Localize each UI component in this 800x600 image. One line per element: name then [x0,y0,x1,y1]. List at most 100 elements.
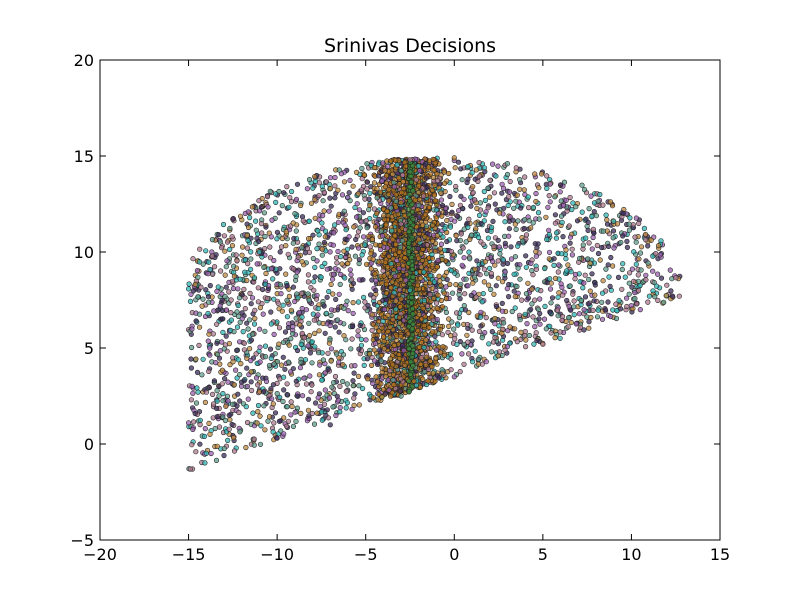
scatter-point [205,338,211,344]
scatter-point [461,303,467,309]
scatter-point [219,297,225,304]
scatter-point [533,198,539,205]
scatter-point [362,299,368,305]
scatter-point [460,245,466,251]
scatter-point [277,394,283,401]
scatter-point [336,167,342,173]
scatter-point [567,194,573,201]
scatter-point [407,169,413,175]
scatter-point [358,342,365,348]
scatter-point [410,274,416,280]
scatter-point [393,298,399,304]
scatter-point [435,257,441,264]
scatter-point [425,378,431,384]
scatter-point [470,184,476,190]
scatter-point [241,347,247,353]
scatter-point [569,246,575,252]
scatter-point [507,178,513,185]
scatter-point [236,313,242,320]
scatter-point [458,231,464,237]
scatter-point [316,217,322,223]
scatter-point [193,356,199,362]
scatter-point [502,275,508,281]
scatter-point [391,342,397,349]
scatter-point [334,351,340,357]
scatter-point [262,246,268,252]
scatter-point [489,349,495,355]
scatter-point [591,200,598,206]
scatter-point [370,256,376,262]
scatter-point [431,192,438,198]
scatter-point [336,355,342,361]
scatter-point [206,299,212,305]
scatter-point [239,292,245,298]
scatter-point [349,244,355,250]
scatter-point [547,199,553,205]
scatter-point [541,316,548,322]
scatter-point [299,290,305,296]
scatter-point [396,314,403,321]
scatter-point [257,305,264,311]
scatter-point [298,341,304,348]
scatter-point [299,305,305,312]
scatter-point [610,228,617,234]
scatter-point [335,219,342,225]
scatter-point [385,377,391,383]
scatter-point [270,382,277,388]
scatter-point [566,315,572,321]
scatter-point [350,383,356,389]
scatter-point [235,391,241,397]
scatter-point [511,271,517,277]
scatter-point [365,376,371,382]
scatter-point [321,208,327,214]
scatter-point [400,343,406,349]
scatter-point [429,251,435,258]
scatter-point [319,252,325,258]
scatter-point [310,255,317,262]
scatter-point [551,262,557,269]
scatter-point [387,324,393,330]
scatter-point [356,373,362,380]
scatter-point [538,288,544,294]
scatter-point [332,324,338,330]
scatter-point [400,179,406,185]
scatter-point [243,404,249,410]
scatter-point [398,200,404,206]
scatter-point [310,232,316,238]
scatter-point [397,287,403,293]
scatter-point [369,236,376,243]
scatter-point [271,361,277,367]
scatter-point [491,243,497,250]
scatter-point [365,302,371,309]
scatter-point [620,233,626,239]
scatter-point [542,303,548,310]
scatter-point [249,331,256,337]
scatter-point [312,264,318,271]
scatter-point [438,349,444,355]
scatter-point [234,375,240,381]
scatter-point [380,334,387,340]
scatter-point [381,338,387,344]
scatter-point [477,173,483,179]
scatter-point [350,378,356,384]
scatter-point [525,280,531,286]
scatter-point [228,317,234,323]
scatter-point [416,227,422,233]
scatter-point [197,441,203,447]
scatter-point [369,354,375,361]
scatter-point [207,352,213,358]
scatter-point [580,242,586,248]
scatter-point [480,291,486,297]
scatter-point [663,293,669,299]
scatter-point [453,233,459,239]
scatter-point [317,362,323,368]
scatter-point [515,218,521,224]
scatter-point [385,245,391,251]
scatter-point [392,273,398,279]
scatter-point [456,315,463,321]
scatter-point [604,217,610,223]
scatter-point [417,168,423,174]
scatter-point [356,383,362,389]
scatter-point [255,382,261,388]
scatter-point [555,269,561,275]
